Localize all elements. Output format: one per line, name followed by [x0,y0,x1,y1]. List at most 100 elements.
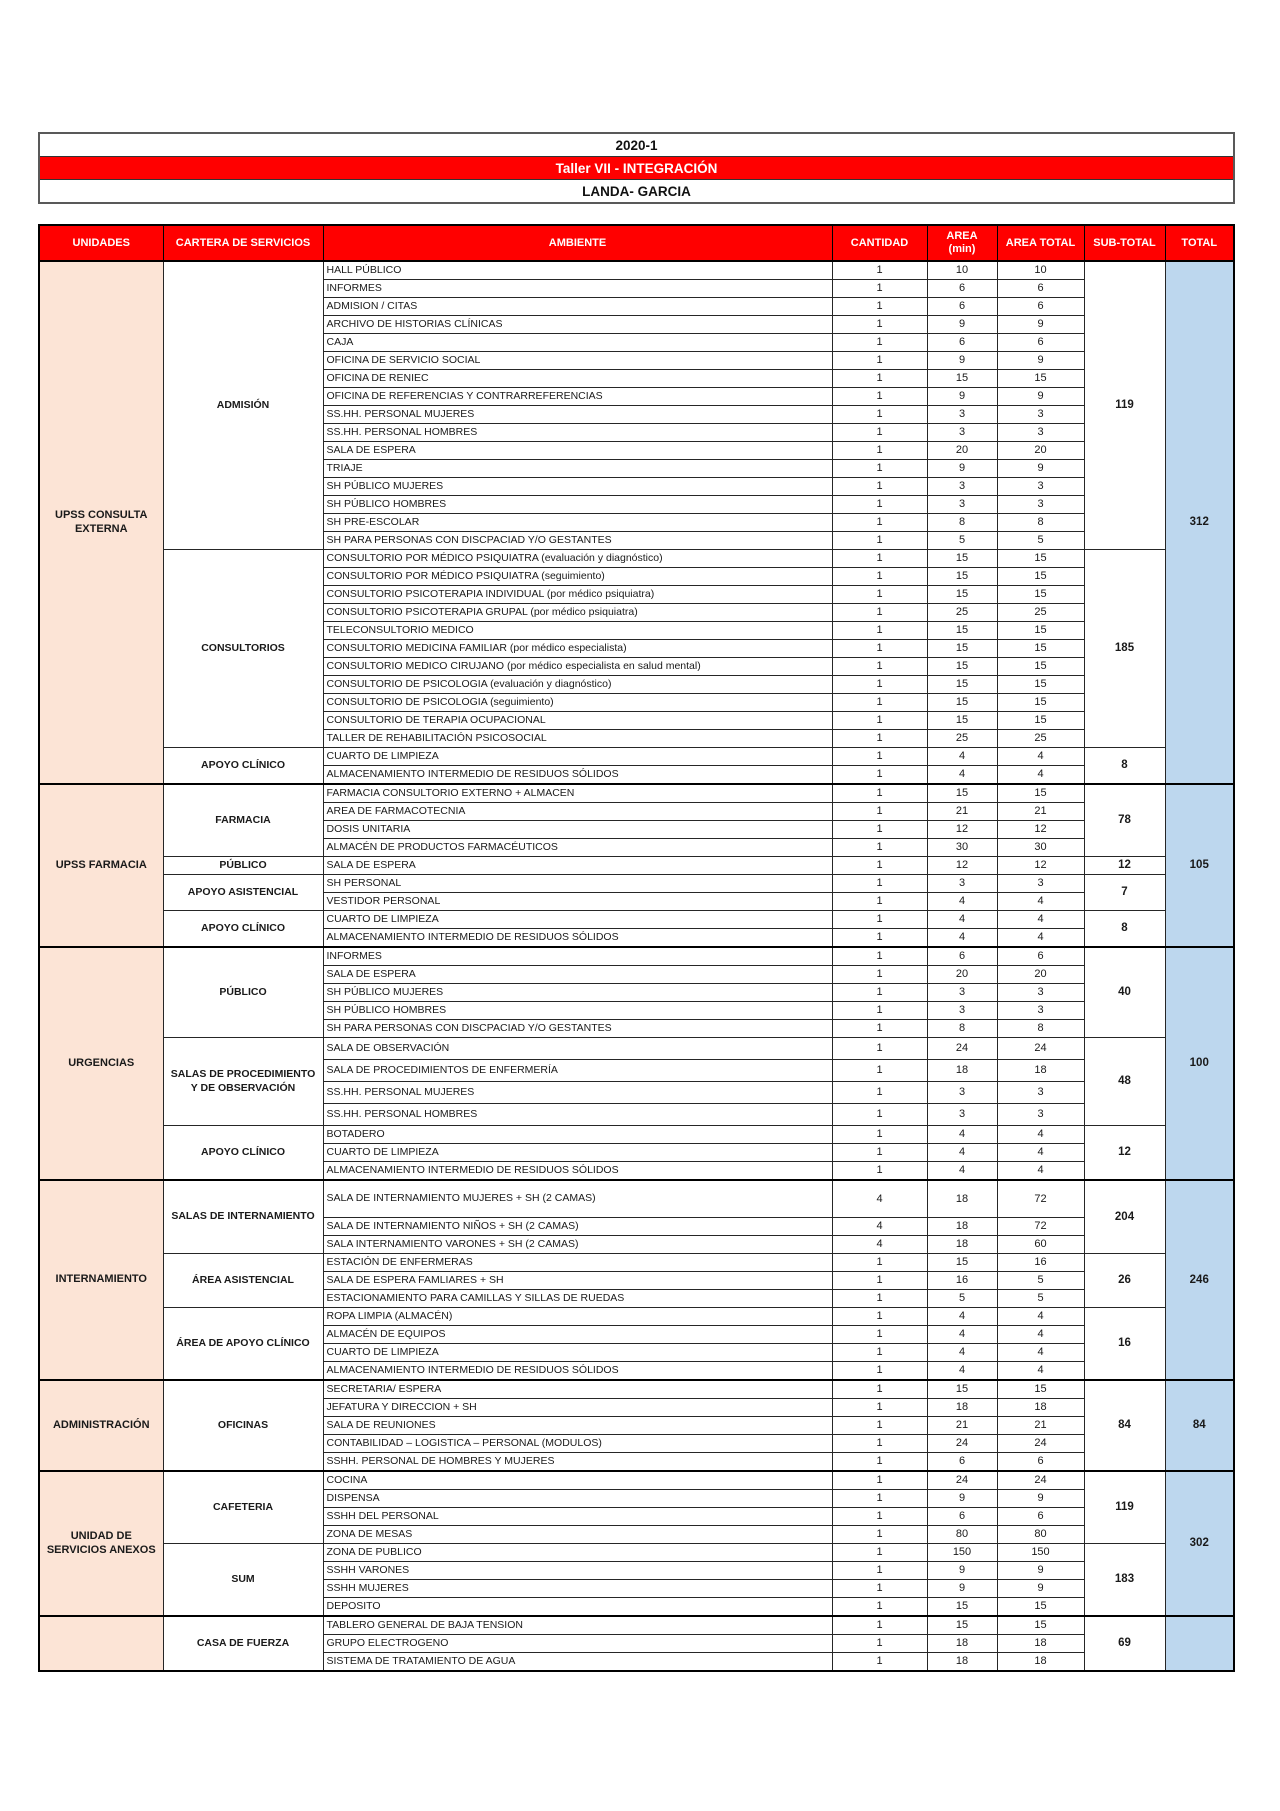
service-group-cell: PÚBLICO [162,856,324,875]
ambiente-cell: ALMACÉN DE PRODUCTOS FARMACÉUTICOS [322,838,833,857]
area-min-cell: 5 [926,1289,998,1308]
cantidad-cell: 1 [831,910,928,929]
area-min-cell: 9 [926,351,998,370]
subtotal-cell: 78 [1083,783,1166,857]
service-group-cell: APOYO CLÍNICO [162,747,324,785]
service-group-cell: CONSULTORIOS [162,549,324,748]
cantidad-cell: 4 [831,1217,928,1236]
ambiente-cell: BOTADERO [322,1125,833,1144]
cantidad-cell: 1 [831,783,928,803]
subtotal-cell: 119 [1083,260,1166,550]
cantidad-cell: 1 [831,1543,928,1562]
subtotal-cell: 48 [1083,1037,1166,1126]
area-min-cell: 24 [926,1470,998,1490]
area-total-cell: 3 [996,1103,1085,1126]
ambiente-cell: ZONA DE PUBLICO [322,1543,833,1562]
ambiente-cell: SH PÚBLICO MUJERES [322,983,833,1002]
table-row: APOYO CLÍNICO CUARTO DE LIMPIEZA 1 4 4 8 [39,910,1234,948]
ambiente-cell: SSHH VARONES [322,1561,833,1580]
area-total-cell: 12 [996,820,1085,839]
table-row: SH PRE-ESCOLAR 1 8 8 [39,513,1234,532]
area-min-cell: 9 [926,315,998,334]
area-total-cell: 4 [996,910,1085,929]
ambiente-cell: ADMISION / CITAS [322,297,833,316]
area-min-cell: 4 [926,747,998,766]
ambiente-cell: AREA DE FARMACOTECNIA [322,802,833,821]
cantidad-cell: 1 [831,856,928,875]
area-min-cell: 4 [926,892,998,911]
area-total-cell: 6 [996,946,1085,966]
ambiente-cell: SSHH MUJERES [322,1579,833,1598]
table-row: DEPOSITO 1 15 15 [39,1597,1234,1617]
cantidad-cell: 1 [831,1271,928,1290]
area-total-cell: 6 [996,1507,1085,1526]
table-row: CONSULTORIOS CONSULTORIO POR MÉDICO PSIQU… [39,549,1234,748]
term-banner: 2020-1 [40,134,1233,156]
cantidad-cell: 1 [831,820,928,839]
area-total-cell: 15 [996,783,1085,803]
table-row: CONSULTORIO MEDICO CIRUJANO (por médico … [39,657,1234,676]
ambiente-cell: ALMACENAMIENTO INTERMEDIO DE RESIDUOS SÓ… [322,1161,833,1181]
cantidad-cell: 1 [831,1416,928,1435]
area-min-cell: 15 [926,1253,998,1272]
unit-cell: UPSS FARMACIA [38,783,164,948]
area-min-cell: 12 [926,820,998,839]
table-row: ALMACENAMIENTO INTERMEDIO DE RESIDUOS SÓ… [39,928,1234,948]
area-min-cell: 9 [926,1579,998,1598]
cantidad-cell: 1 [831,729,928,748]
area-total-cell: 4 [996,892,1085,911]
subtotal-cell: 8 [1083,747,1166,785]
area-min-cell: 3 [926,1001,998,1020]
ambiente-cell: DOSIS UNITARIA [322,820,833,839]
cantidad-cell: 1 [831,1434,928,1453]
area-min-cell: 20 [926,441,998,460]
table-row: SS.HH. PERSONAL MUJERES 1 3 3 [39,405,1234,424]
ambiente-cell: SALA DE ESPERA FAMLIARES + SH [322,1271,833,1290]
area-min-cell: 10 [926,260,998,280]
ambiente-cell: SS.HH. PERSONAL HOMBRES [322,1103,833,1126]
unit-cell: INTERNAMIENTO [38,1179,164,1381]
table-row: ADMISION / CITAS 1 6 6 [39,297,1234,316]
area-min-cell: 4 [926,1343,998,1362]
cantidad-cell: 1 [831,279,928,298]
ambiente-cell: DEPOSITO [322,1597,833,1617]
area-min-cell: 15 [926,369,998,388]
table-row: URGENCIAS PÚBLICO INFORMES 1 6 6 40 100 [38,946,1235,1181]
table-row: CUARTO DE LIMPIEZA 1 4 4 [39,1143,1234,1162]
area-total-cell: 10 [996,260,1085,280]
subtotal-cell: 204 [1083,1179,1166,1254]
area-total-cell: 3 [996,1001,1085,1020]
area-total-cell: 4 [996,1143,1085,1162]
area-min-cell: 12 [926,856,998,875]
table-row: CONSULTORIO MEDICINA FAMILIAR (por médic… [39,639,1234,658]
area-total-cell: 5 [996,1271,1085,1290]
cantidad-cell: 1 [831,1289,928,1308]
cantidad-cell: 1 [831,1081,928,1104]
cantidad-cell: 4 [831,1179,928,1218]
unit-cell: UNIDAD DE SERVICIOS ANEXOS [38,1470,164,1617]
area-min-cell: 4 [926,1361,998,1381]
cantidad-cell: 1 [831,1343,928,1362]
ambiente-cell: SH PÚBLICO HOMBRES [322,1001,833,1020]
cantidad-cell: 1 [831,639,928,658]
service-group-cell: OFICINAS [162,1379,324,1472]
ambiente-cell: FARMACIA CONSULTORIO EXTERNO + ALMACEN [322,783,833,803]
area-min-cell: 6 [926,297,998,316]
header-row: UNIDADES CARTERA DE SERVICIOS AMBIENTE C… [38,224,1235,262]
course-banner: Taller VII - INTEGRACIÓN [40,156,1233,179]
cantidad-cell: 1 [831,459,928,478]
area-min-cell: 24 [926,1434,998,1453]
ambiente-cell: SH PERSONAL [322,874,833,893]
title-banners: 2020-1 Taller VII - INTEGRACIÓN LANDA- G… [38,132,1235,204]
total-cell: 302 [1164,1470,1235,1617]
table-row: SH PARA PERSONAS CON DISCPACIAD Y/O GEST… [39,531,1234,550]
ambiente-cell: ARCHIVO DE HISTORIAS CLÍNICAS [322,315,833,334]
area-min-cell: 6 [926,1507,998,1526]
ambiente-cell: TALLER DE REHABILITACIÓN PSICOSOCIAL [322,729,833,748]
ambiente-cell: SSHH. PERSONAL DE HOMBRES Y MUJERES [322,1452,833,1472]
ambiente-cell: CONSULTORIO DE PSICOLOGIA (seguimiento) [322,693,833,712]
col-header-cartera: CARTERA DE SERVICIOS [162,224,324,262]
area-total-cell: 3 [996,874,1085,893]
subtotal-cell: 69 [1083,1615,1166,1672]
area-min-cell: 18 [926,1634,998,1653]
